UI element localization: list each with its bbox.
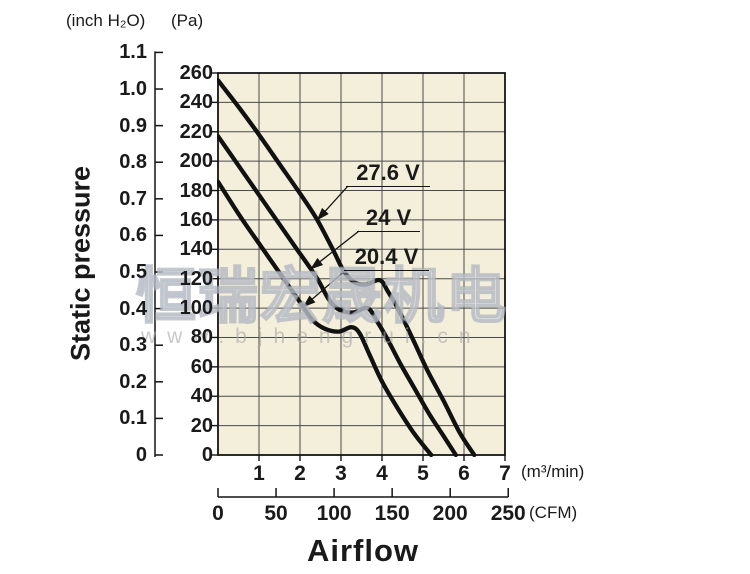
x-tick-label: 2 bbox=[294, 462, 306, 485]
pa-tick-label: 0 bbox=[201, 444, 213, 466]
pa-tick-label: 60 bbox=[190, 355, 213, 378]
inch-tick-label: 0.2 bbox=[119, 370, 147, 393]
inch-tick-label: 1.1 bbox=[119, 41, 147, 64]
pa-ticks bbox=[212, 72, 218, 456]
pa-tick-label: 40 bbox=[190, 385, 213, 408]
inch-tick-label: 1.0 bbox=[119, 78, 147, 101]
cfm-tick-label: 200 bbox=[432, 502, 468, 525]
cfm-unit-label: (CFM) bbox=[529, 503, 578, 522]
cfm-axis bbox=[217, 488, 509, 498]
cfm-tick-label: 250 bbox=[490, 502, 526, 525]
curves bbox=[217, 78, 477, 457]
callout-arrows bbox=[302, 185, 360, 308]
arrowhead-icon bbox=[310, 257, 324, 270]
pa-unit-label: (Pa) bbox=[171, 11, 204, 30]
series-label-24v: 24 V bbox=[357, 205, 420, 232]
inch-tick-label: 0.3 bbox=[119, 334, 147, 357]
x-tick-label: 3 bbox=[335, 462, 347, 485]
cfm-tick-label: 50 bbox=[264, 502, 288, 525]
inch-tick-label: 0 bbox=[135, 444, 147, 466]
curve-20.4V bbox=[217, 179, 434, 457]
inch-tick-label: 0.7 bbox=[119, 187, 147, 210]
inch-h2o-unit-label: (inch H₂O) bbox=[66, 11, 146, 30]
inch-tick-label: 0.6 bbox=[119, 224, 147, 247]
curve-27.6V bbox=[217, 78, 477, 457]
x-tick-label: 7 bbox=[499, 462, 511, 485]
pa-tick-label: 220 bbox=[179, 120, 213, 143]
pa-tick-label: 20 bbox=[190, 414, 213, 437]
x-tick-label: 1 bbox=[253, 462, 265, 485]
arrowhead-icon bbox=[302, 295, 316, 308]
pa-tick-label: 160 bbox=[179, 208, 213, 231]
pa-tick-label: 200 bbox=[179, 150, 213, 173]
pa-tick-label: 80 bbox=[190, 326, 213, 349]
pa-tick-label: 240 bbox=[179, 91, 213, 114]
arrowhead-icon bbox=[316, 207, 329, 221]
pa-tick-label: 180 bbox=[179, 179, 213, 202]
y-axis-title: Static pressure bbox=[65, 165, 96, 362]
x-tick-label: 4 bbox=[376, 462, 388, 485]
m3min-unit-label: (m³/min) bbox=[521, 462, 585, 481]
inch-tick-label: 0.1 bbox=[119, 407, 147, 430]
pa-tick-label: 120 bbox=[179, 267, 213, 290]
inch-tick-label: 0.4 bbox=[119, 297, 147, 320]
pa-tick-label: 140 bbox=[179, 238, 213, 261]
inch-tick-label: 0.8 bbox=[119, 151, 147, 174]
curve-24V bbox=[217, 134, 458, 457]
x-tick-label: 6 bbox=[458, 462, 470, 485]
x-tick-label: 5 bbox=[417, 462, 429, 485]
plot-border bbox=[217, 72, 506, 456]
series-label-27-6v: 27.6 V bbox=[346, 160, 430, 187]
x-ticks bbox=[258, 455, 506, 461]
watermark-url: www.bjhengrui.cn bbox=[141, 325, 482, 348]
cfm-tick-label: 100 bbox=[316, 502, 352, 525]
inch-axis bbox=[154, 51, 163, 457]
plot-area bbox=[218, 73, 505, 455]
x-axis-title: Airflow bbox=[306, 533, 420, 568]
cfm-tick-label: 0 bbox=[212, 502, 224, 525]
cfm-tick-label: 150 bbox=[374, 502, 410, 525]
watermark-text: 恒瑞宏晟机电 bbox=[135, 263, 508, 331]
pa-tick-label: 260 bbox=[179, 62, 213, 84]
inch-tick-label: 0.9 bbox=[119, 114, 147, 137]
pa-tick-label: 100 bbox=[179, 297, 213, 320]
series-label-20-4v: 20.4 V bbox=[344, 244, 429, 271]
inch-tick-label: 0.5 bbox=[119, 261, 147, 283]
